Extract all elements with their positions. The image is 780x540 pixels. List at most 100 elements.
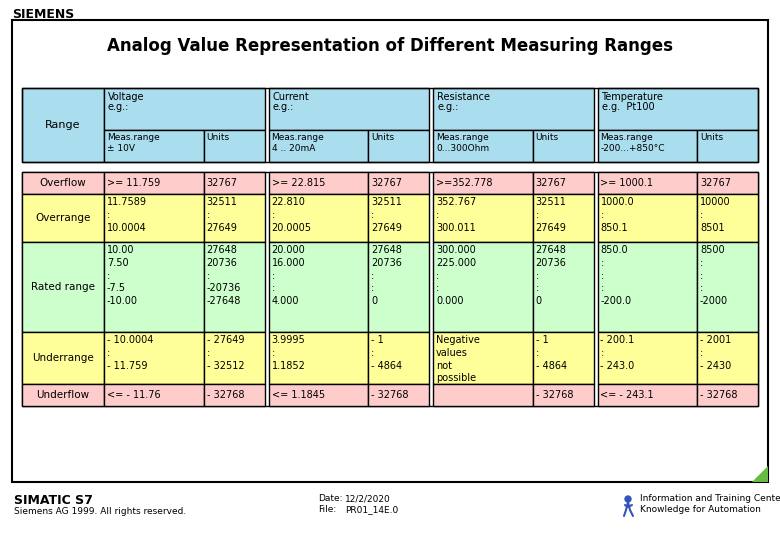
Text: Units: Units <box>536 133 558 142</box>
Text: Temperature: Temperature <box>601 92 663 102</box>
Bar <box>697 242 758 332</box>
Bar <box>204 194 264 242</box>
Text: Current: Current <box>272 92 309 102</box>
Text: Voltage: Voltage <box>108 92 144 102</box>
Text: e.g.:: e.g.: <box>437 102 459 112</box>
Text: 12/2/2020: 12/2/2020 <box>345 494 391 503</box>
Text: - 32768: - 32768 <box>371 390 409 400</box>
Text: Meas.range
4 .. 20mA: Meas.range 4 .. 20mA <box>271 133 324 153</box>
Bar <box>104 242 204 332</box>
Bar <box>368 384 429 406</box>
Text: >= 1000.1: >= 1000.1 <box>601 178 654 188</box>
Text: 20.000
16.000
:
:
4.000: 20.000 16.000 : : 4.000 <box>271 245 305 306</box>
Bar <box>104 172 204 194</box>
Text: Range: Range <box>45 120 81 130</box>
Bar <box>433 130 533 162</box>
Text: 11.7589
:
10.0004: 11.7589 : 10.0004 <box>107 197 147 233</box>
Bar <box>22 88 104 162</box>
Bar <box>268 384 368 406</box>
Text: File:: File: <box>318 505 336 514</box>
Bar <box>104 130 204 162</box>
Bar <box>433 172 533 194</box>
Bar <box>368 194 429 242</box>
Text: - 200.1
:
- 243.0: - 200.1 : - 243.0 <box>601 335 635 370</box>
Text: <= - 243.1: <= - 243.1 <box>601 390 654 400</box>
Bar <box>204 242 264 332</box>
Text: SIEMENS: SIEMENS <box>12 8 74 21</box>
Bar <box>597 130 697 162</box>
Bar <box>268 88 429 130</box>
Bar <box>533 332 594 384</box>
Bar <box>368 332 429 384</box>
Bar <box>433 194 533 242</box>
Text: Units: Units <box>207 133 229 142</box>
Bar <box>22 242 104 332</box>
Text: Overflow: Overflow <box>40 178 87 188</box>
Text: - 2001
:
- 2430: - 2001 : - 2430 <box>700 335 732 370</box>
Bar <box>204 332 264 384</box>
Text: e.g.:: e.g.: <box>108 102 129 112</box>
Bar <box>22 194 104 242</box>
Text: Date:: Date: <box>318 494 342 503</box>
Text: Information and Training Center
Knowledge for Automation: Information and Training Center Knowledg… <box>640 494 780 515</box>
Text: 22.810
:
20.0005: 22.810 : 20.0005 <box>271 197 311 233</box>
Text: 27648
20736
:
:
0: 27648 20736 : : 0 <box>536 245 566 306</box>
Text: 32767: 32767 <box>536 178 566 188</box>
Polygon shape <box>752 466 768 482</box>
Text: >=352.778: >=352.778 <box>436 178 492 188</box>
Bar <box>268 242 368 332</box>
Bar <box>368 172 429 194</box>
Bar <box>104 88 264 130</box>
Text: Resistance: Resistance <box>437 92 490 102</box>
Bar <box>368 242 429 332</box>
Bar <box>533 130 594 162</box>
Bar <box>697 384 758 406</box>
Text: <= - 11.76: <= - 11.76 <box>107 390 161 400</box>
Text: <= 1.1845: <= 1.1845 <box>271 390 324 400</box>
Text: 27648
20736
:
:
0: 27648 20736 : : 0 <box>371 245 402 306</box>
Bar <box>204 130 264 162</box>
Text: Siemens AG 1999. All rights reserved.: Siemens AG 1999. All rights reserved. <box>14 507 186 516</box>
Text: 10.00
7.50
:
-7.5
-10.00: 10.00 7.50 : -7.5 -10.00 <box>107 245 138 306</box>
Text: e.g.  Pt100: e.g. Pt100 <box>601 102 654 112</box>
Bar <box>12 20 768 482</box>
Circle shape <box>625 496 631 502</box>
Text: 10000
:
8501: 10000 : 8501 <box>700 197 731 233</box>
Bar <box>533 384 594 406</box>
Bar <box>597 194 697 242</box>
Text: PR01_14E.0: PR01_14E.0 <box>345 505 399 514</box>
Text: Analog Value Representation of Different Measuring Ranges: Analog Value Representation of Different… <box>107 37 673 55</box>
Text: - 32768: - 32768 <box>536 390 573 400</box>
Text: - 1
:
- 4864: - 1 : - 4864 <box>371 335 402 370</box>
Bar <box>204 384 264 406</box>
Text: e.g.:: e.g.: <box>272 102 294 112</box>
Bar <box>433 384 533 406</box>
Text: - 10.0004
:
- 11.759: - 10.0004 : - 11.759 <box>107 335 154 370</box>
Bar <box>697 194 758 242</box>
Text: SIMATIC S7: SIMATIC S7 <box>14 494 93 507</box>
Bar <box>22 88 758 162</box>
Bar <box>697 130 758 162</box>
Bar <box>597 88 758 130</box>
Text: Meas.range
-200...+850°C: Meas.range -200...+850°C <box>601 133 665 153</box>
Bar <box>268 172 368 194</box>
Text: Rated range: Rated range <box>31 282 95 292</box>
Text: - 32768: - 32768 <box>207 390 244 400</box>
Text: 32767: 32767 <box>371 178 402 188</box>
Bar <box>104 194 204 242</box>
Bar <box>697 172 758 194</box>
Bar <box>22 332 104 384</box>
Text: 32511
:
27649: 32511 : 27649 <box>371 197 402 233</box>
Bar <box>22 172 758 406</box>
Text: Overrange: Overrange <box>35 213 90 223</box>
Bar <box>204 172 264 194</box>
Bar <box>104 332 204 384</box>
Bar <box>533 194 594 242</box>
Text: Meas.range
0...300Ohm: Meas.range 0...300Ohm <box>436 133 489 153</box>
Text: >= 22.815: >= 22.815 <box>271 178 325 188</box>
Text: >= 11.759: >= 11.759 <box>107 178 160 188</box>
Bar <box>533 242 594 332</box>
Text: 300.000
225.000
:
:
0.000: 300.000 225.000 : : 0.000 <box>436 245 476 306</box>
Bar <box>268 194 368 242</box>
Text: - 32768: - 32768 <box>700 390 738 400</box>
